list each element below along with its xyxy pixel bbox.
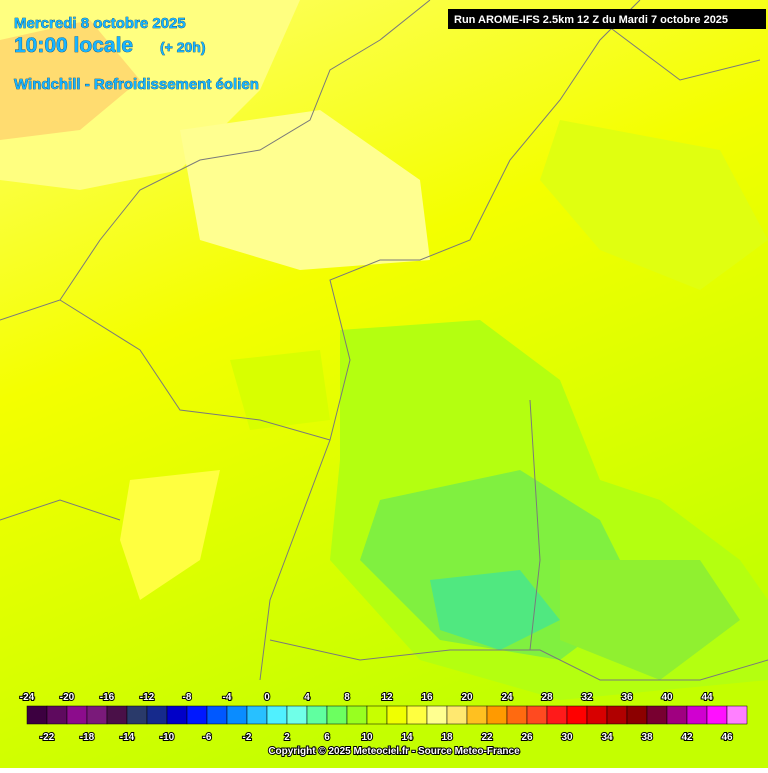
- legend-label: 22: [481, 732, 493, 743]
- legend-cell: [146, 705, 168, 725]
- legend-label: -18: [80, 732, 95, 743]
- legend-cell: [346, 705, 368, 725]
- legend-cell: [386, 705, 408, 725]
- legend-cell: [166, 705, 188, 725]
- legend-label: 28: [541, 692, 553, 703]
- legend-cell: [306, 705, 328, 725]
- run-box: [448, 9, 766, 29]
- legend-cell: [706, 705, 728, 725]
- legend-cell: [266, 705, 288, 725]
- legend-label: -24: [20, 692, 35, 703]
- legend-cell: [66, 705, 88, 725]
- valid-time: 10:00 locale: [14, 34, 133, 57]
- legend-label: 38: [641, 732, 653, 743]
- legend-cell: [526, 705, 548, 725]
- legend-label: 16: [421, 692, 433, 703]
- legend-label: -10: [160, 732, 175, 743]
- legend-label: 46: [721, 732, 733, 743]
- legend-label: 10: [361, 732, 373, 743]
- legend-label: 42: [681, 732, 693, 743]
- legend-cell: [686, 705, 708, 725]
- forecast-offset: (+ 20h): [160, 39, 206, 55]
- legend-label: -12: [140, 692, 155, 703]
- legend-cell: [46, 705, 68, 725]
- legend-label: -6: [203, 732, 212, 743]
- legend-label: 2: [284, 732, 290, 743]
- legend-label: 34: [601, 732, 613, 743]
- legend-cell: [406, 705, 428, 725]
- borders: [0, 0, 768, 681]
- legend-label: 12: [381, 692, 393, 703]
- legend-cell: [126, 705, 148, 725]
- legend-cell: [626, 705, 648, 725]
- legend-cell: [466, 705, 488, 725]
- legend-label: -22: [40, 732, 55, 743]
- legend-cell: [26, 705, 48, 725]
- legend-cell: [726, 705, 748, 725]
- legend-label: 30: [561, 732, 573, 743]
- legend-label: -16: [100, 692, 115, 703]
- legend-label: -4: [223, 692, 232, 703]
- copyright: Copyright © 2025 Meteociel.fr - Source M…: [268, 746, 520, 757]
- legend-label: 36: [621, 692, 633, 703]
- legend-label: 8: [344, 692, 350, 703]
- legend-label: -8: [183, 692, 192, 703]
- run-info: Run AROME-IFS 2.5km 12 Z du Mardi 7 octo…: [454, 14, 728, 26]
- legend-label: 4: [304, 692, 310, 703]
- legend-label: 0: [264, 692, 270, 703]
- legend-cell: [246, 705, 268, 725]
- parameter: Windchill - Refroidissement éolien: [14, 76, 259, 93]
- legend-label: 18: [441, 732, 453, 743]
- legend-label: -14: [120, 732, 135, 743]
- legend-cell: [486, 705, 508, 725]
- legend-cell: [426, 705, 448, 725]
- legend-cell: [206, 705, 228, 725]
- legend-cell: [666, 705, 688, 725]
- legend-cell: [546, 705, 568, 725]
- legend-label: 14: [401, 732, 413, 743]
- legend-label: 40: [661, 692, 673, 703]
- legend-label: 24: [501, 692, 513, 703]
- legend-cell: [326, 705, 348, 725]
- legend-cell: [226, 705, 248, 725]
- legend-label: 20: [461, 692, 473, 703]
- legend-cell: [606, 705, 628, 725]
- legend: -24 -20 -16 -12 -8 -4 0 4 8 12 16 20 24 28 32 36 40 44-22…: [19, 691, 748, 744]
- legend-label: 32: [581, 692, 593, 703]
- legend-cell: [586, 705, 608, 725]
- legend-cell: [86, 705, 108, 725]
- legend-cell: [566, 705, 588, 725]
- legend-cell: [646, 705, 668, 725]
- legend-cell: [366, 705, 388, 725]
- legend-label: -20: [60, 692, 75, 703]
- legend-label: -2: [243, 732, 252, 743]
- date: Mercredi 8 octobre 2025: [14, 15, 186, 32]
- legend-cell: [506, 705, 528, 725]
- temperature-areas: [0, 0, 768, 700]
- legend-cell: [446, 705, 468, 725]
- legend-label: 26: [521, 732, 533, 743]
- legend-label: 6: [324, 732, 330, 743]
- legend-cell: [286, 705, 308, 725]
- legend-label: 44: [701, 692, 713, 703]
- legend-cell: [186, 705, 208, 725]
- legend-cell: [106, 705, 128, 725]
